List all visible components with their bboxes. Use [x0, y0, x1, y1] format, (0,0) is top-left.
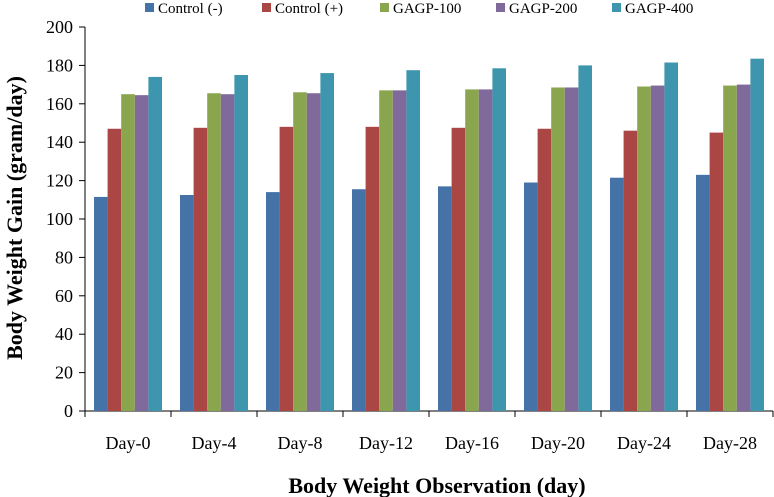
bar-control-day-24	[610, 177, 624, 411]
legend-label-control: Control (+)	[275, 1, 343, 17]
bar-control-day-28	[696, 174, 710, 411]
x-axis-title: Body Weight Observation (day)	[288, 473, 585, 497]
y-axis-title: Body Weight Gain (gram/day)	[2, 76, 27, 360]
bar-gagp-400-day-24	[664, 62, 678, 412]
bar-control-day-0	[107, 128, 122, 411]
bar-gagp-200-day-8	[306, 93, 321, 412]
y-tick-label: 0	[64, 401, 73, 421]
bar-gagp-400-day-4	[234, 75, 248, 411]
x-tick-label: Day-0	[106, 433, 151, 453]
legend: Control (-) Control (+) GAGP-100 GAGP-200 GA…	[145, 1, 693, 17]
bar-control-day-12	[352, 189, 366, 411]
bar-gagp-400-day-8	[320, 73, 334, 411]
bar-gagp-200-day-4	[220, 94, 235, 411]
legend-label-gagp-100: GAGP-100	[393, 1, 461, 17]
bar-gagp-100-day-0	[121, 94, 135, 411]
bar-control-day-8	[279, 126, 294, 411]
bar-gagp-200-day-12	[392, 90, 407, 412]
x-tick-label: Day-8	[278, 433, 323, 453]
bar-gagp-200-day-24	[650, 85, 665, 411]
y-tick-label: 100	[46, 209, 73, 229]
bar-gagp-400-day-16	[492, 68, 506, 411]
bar-control-day-20	[537, 128, 552, 411]
bar-control-day-12	[365, 126, 380, 411]
y-tick-label: 120	[46, 171, 73, 191]
bar-gagp-100-day-24	[637, 86, 651, 412]
y-tick-label: 180	[46, 55, 73, 75]
bar-gagp-100-day-4	[207, 93, 221, 412]
bar-gagp-400-day-20	[578, 65, 592, 412]
bar-control-day-16	[451, 127, 466, 412]
bar-control-day-28	[709, 132, 724, 411]
x-tick-label: Day-16	[445, 433, 499, 453]
x-axis: Day-0 Day-4 Day-8 Day-12 Day-16 Day-20 Day-24 D…	[84, 410, 774, 453]
bar-gagp-400-day-12	[406, 70, 420, 411]
bar-control-day-0	[94, 196, 108, 411]
x-tick-label: Day-4	[192, 433, 237, 453]
legend-label-gagp-200: GAGP-200	[509, 1, 577, 17]
y-tick-label: 140	[46, 132, 73, 152]
bar-gagp-200-day-16	[478, 89, 493, 412]
legend-label-gagp-400: GAGP-400	[625, 1, 693, 17]
y-tick-label: 200	[46, 17, 73, 37]
bar-control-day-8	[266, 192, 280, 411]
x-tick-label: Day-12	[359, 433, 413, 453]
bar-gagp-100-day-12	[379, 90, 393, 412]
legend-swatch-gagp-400	[612, 3, 621, 12]
legend-swatch-control	[145, 3, 154, 12]
legend-label-control: Control (-)	[158, 1, 223, 17]
bar-gagp-400-day-0	[148, 76, 162, 412]
legend-swatch-gagp-200	[496, 3, 505, 12]
y-tick-label: 40	[55, 324, 73, 344]
x-tick-label: Day-28	[703, 433, 757, 453]
y-tick-label: 80	[55, 247, 73, 267]
y-tick-label: 60	[55, 286, 73, 306]
bar-gagp-400-day-28	[750, 58, 764, 412]
bar-gagp-100-day-8	[293, 92, 307, 411]
x-tick-label: Day-24	[617, 433, 671, 453]
bar-control-day-16	[438, 186, 452, 411]
y-axis: 0 20 40 60 80 100 120 140 160 180 200	[46, 17, 86, 421]
bar-gagp-100-day-20	[551, 87, 565, 411]
bar-gagp-200-day-28	[736, 84, 751, 411]
legend-swatch-control	[262, 3, 271, 12]
bar-gagp-100-day-16	[465, 89, 479, 412]
bar-control-day-4	[193, 127, 208, 412]
x-tick-label: Day-20	[531, 433, 585, 453]
bar-control-day-4	[180, 195, 194, 411]
legend-swatch-gagp-100	[380, 3, 389, 12]
bars	[94, 58, 764, 412]
bar-control-day-20	[524, 182, 538, 411]
bar-gagp-200-day-0	[134, 95, 149, 411]
bar-gagp-100-day-28	[723, 85, 737, 411]
bar-gagp-200-day-20	[564, 87, 579, 411]
bar-control-day-24	[623, 130, 638, 411]
y-tick-label: 160	[46, 94, 73, 114]
y-tick-label: 20	[55, 363, 73, 383]
